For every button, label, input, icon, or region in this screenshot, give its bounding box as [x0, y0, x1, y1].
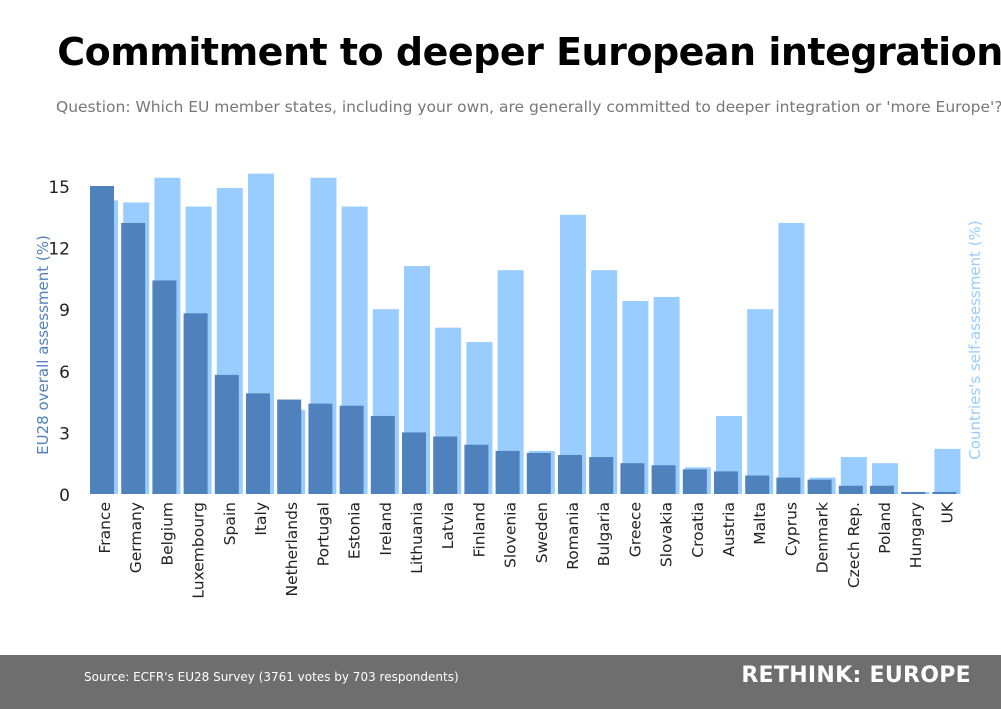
category-label: Cyprus: [782, 502, 800, 556]
bar-overall-assessment: [682, 469, 707, 494]
bar-overall-assessment: [214, 374, 239, 494]
category-label: Ireland: [377, 502, 395, 556]
category-label: Spain: [221, 502, 239, 545]
category-label: Czech Rep.: [845, 502, 863, 588]
bar-overall-assessment: [277, 399, 302, 494]
category-label: Slovenia: [502, 502, 520, 568]
category-label: Germany: [127, 502, 145, 573]
category-label: Belgium: [158, 502, 176, 566]
category-label: Sweden: [533, 502, 551, 563]
bar-overall-assessment: [464, 444, 489, 494]
y-axis-label-left: EU28 overall assessment (%): [34, 235, 52, 455]
y-tick-label: 3: [59, 424, 70, 444]
category-label: Latvia: [439, 502, 457, 549]
bar-overall-assessment: [838, 485, 863, 494]
category-label: Portugal: [314, 502, 332, 566]
bar-overall-assessment: [589, 457, 614, 494]
bar-overall-assessment: [807, 479, 832, 494]
bar-overall-assessment: [495, 450, 520, 494]
bar-overall-assessment: [870, 485, 894, 494]
category-label: Italy: [252, 502, 270, 536]
category-label: Finland: [470, 502, 488, 557]
bar-self-assessment: [934, 448, 961, 494]
category-label: Poland: [876, 502, 894, 554]
bar-overall-assessment: [246, 393, 270, 494]
y-axis-label-right: Countries's self-assessment (%): [966, 220, 984, 459]
category-label: Hungary: [907, 502, 925, 568]
category-label: Greece: [626, 502, 644, 557]
bar-self-assessment: [653, 296, 680, 494]
y-tick-label: 15: [48, 178, 70, 198]
bar-overall-assessment: [370, 415, 395, 494]
footer-bar: Source: ECFR's EU28 Survey (3761 votes b…: [0, 655, 1001, 709]
chart-subtitle: Question: Which EU member states, includ…: [56, 98, 1001, 116]
bar-overall-assessment: [308, 403, 333, 494]
bar-overall-assessment: [152, 280, 177, 494]
bar-overall-assessment: [776, 477, 801, 494]
category-label: Slovakia: [658, 502, 676, 567]
y-tick-label: 0: [59, 486, 70, 506]
y-tick-label: 6: [59, 363, 70, 383]
bar-overall-assessment: [526, 452, 551, 494]
category-label: Lithuania: [408, 502, 426, 574]
y-tick-label: 12: [48, 240, 70, 260]
source-note: Source: ECFR's EU28 Survey (3761 votes b…: [84, 670, 459, 684]
bar-overall-assessment: [433, 436, 458, 494]
category-label: France: [96, 502, 114, 554]
chart-title: Commitment to deeper European integratio…: [57, 30, 1001, 74]
category-label: Romania: [564, 502, 582, 570]
bar-self-assessment: [747, 309, 774, 494]
category-label: Denmark: [814, 502, 832, 573]
bar-overall-assessment: [90, 186, 114, 494]
category-label: Netherlands: [283, 502, 301, 596]
bar-overall-assessment: [932, 491, 957, 494]
bar-chart: 0 3 6 9 12 15 France Germany Belgium Luxembourg Sp…: [34, 173, 984, 599]
category-label: Malta: [751, 502, 769, 545]
bar-overall-assessment: [558, 454, 582, 494]
bar-self-assessment: [778, 222, 805, 494]
bar-overall-assessment: [901, 491, 926, 494]
y-tick-label: 9: [59, 301, 70, 321]
bar-overall-assessment: [339, 405, 364, 494]
bar-overall-assessment: [714, 471, 738, 494]
category-label: Estonia: [346, 502, 364, 559]
bar-overall-assessment: [620, 463, 645, 494]
bar-self-assessment: [591, 270, 618, 494]
bar-overall-assessment: [121, 222, 146, 494]
bar-overall-assessment: [183, 313, 208, 494]
bar-self-assessment: [622, 300, 649, 494]
category-label: Luxembourg: [190, 502, 208, 599]
bar-overall-assessment: [402, 432, 426, 494]
category-label: Croatia: [689, 502, 707, 558]
category-label: UK: [938, 501, 956, 523]
category-label: Austria: [720, 502, 738, 557]
category-label: Bulgaria: [595, 502, 613, 566]
brand-logo: RETHINK: EUROPE: [741, 663, 971, 688]
bar-overall-assessment: [745, 475, 770, 494]
bar-overall-assessment: [651, 465, 676, 494]
bar-self-assessment: [560, 214, 586, 494]
